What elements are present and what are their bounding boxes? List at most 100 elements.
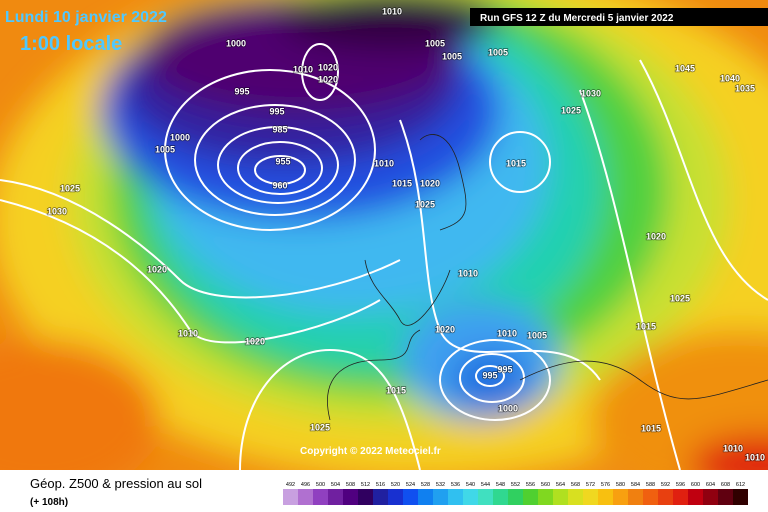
- isobar-label: 1010: [458, 268, 478, 278]
- isobar-label: 1030: [47, 206, 67, 216]
- legend-swatch: [358, 489, 373, 505]
- legend-label: 540: [466, 482, 475, 488]
- legend-label: 528: [421, 482, 430, 488]
- legend-label: 560: [541, 482, 550, 488]
- isobar-label: 1015: [392, 178, 412, 188]
- legend-swatch: [373, 489, 388, 505]
- legend-swatch: [583, 489, 598, 505]
- legend-label: 500: [316, 482, 325, 488]
- legend-swatch: [658, 489, 673, 505]
- date-label: Lundi 10 janvier 2022: [5, 9, 167, 26]
- legend-label: 536: [451, 482, 460, 488]
- legend-label: 612: [736, 482, 745, 488]
- isobar-label: 1015: [636, 321, 656, 331]
- lead-time: (+ 108h): [30, 497, 68, 508]
- legend-label: 608: [721, 482, 730, 488]
- isobar-label: 1010: [745, 452, 765, 462]
- legend-label: 512: [361, 482, 370, 488]
- legend-label: 496: [301, 482, 310, 488]
- isobar-label: 1025: [60, 183, 80, 193]
- legend-swatch: [418, 489, 433, 505]
- isobar-label: 1025: [561, 105, 581, 115]
- isobar-label: 1000: [226, 38, 246, 48]
- isobar-label: 1005: [527, 330, 547, 340]
- legend-label: 604: [706, 482, 715, 488]
- legend-label: 584: [631, 482, 640, 488]
- legend-swatch: [688, 489, 703, 505]
- legend-swatch: [703, 489, 718, 505]
- legend-swatch: [733, 489, 748, 505]
- copyright: Copyright © 2022 Meteociel.fr: [300, 446, 441, 457]
- legend-swatch: [283, 489, 298, 505]
- legend-label: 524: [406, 482, 415, 488]
- isobar-label: 1005: [425, 38, 445, 48]
- legend-swatch: [298, 489, 313, 505]
- isobar-label: 1010: [374, 158, 394, 168]
- isobar-label: 1005: [155, 144, 175, 154]
- isobar-label: 1025: [670, 293, 690, 303]
- legend-swatch: [403, 489, 418, 505]
- legend-label: 600: [691, 482, 700, 488]
- legend-swatch: [478, 489, 493, 505]
- isobar-label: 995: [269, 106, 284, 116]
- legend-label: 576: [601, 482, 610, 488]
- legend-label: 516: [376, 482, 385, 488]
- isobar-label: 1020: [318, 74, 338, 84]
- isobar-label: 1010: [382, 6, 402, 16]
- legend-label: 548: [496, 482, 505, 488]
- isobar-label: 995: [234, 86, 249, 96]
- time-label: 1:00 locale: [20, 33, 122, 55]
- isobar-label: 1015: [386, 385, 406, 395]
- legend-swatch: [598, 489, 613, 505]
- run-label: Run GFS 12 Z du Mercredi 5 janvier 2022: [480, 13, 674, 24]
- legend-label: 520: [391, 482, 400, 488]
- isobar-label: 995: [482, 370, 497, 380]
- isobar-label: 1030: [581, 88, 601, 98]
- legend-label: 544: [481, 482, 490, 488]
- isobar-label: 1010: [178, 328, 198, 338]
- isobar-label: 960: [272, 180, 287, 190]
- legend-swatch: [538, 489, 553, 505]
- legend-swatch: [433, 489, 448, 505]
- isobar-label: 955: [275, 156, 290, 166]
- legend-swatch: [388, 489, 403, 505]
- isobar-label: 995: [497, 364, 512, 374]
- legend-swatch: [448, 489, 463, 505]
- isobar-label: 1020: [646, 231, 666, 241]
- isobar-label: 1010: [723, 443, 743, 453]
- isobar-label: 1020: [318, 62, 338, 72]
- isobar-label: 1040: [720, 73, 740, 83]
- isobar-label: 1020: [420, 178, 440, 188]
- legend-swatch: [508, 489, 523, 505]
- footer-title: Géop. Z500 & pression au sol: [30, 476, 202, 491]
- legend-label: 580: [616, 482, 625, 488]
- legend-swatch: [328, 489, 343, 505]
- isobar-label: 1035: [735, 83, 755, 93]
- legend-label: 532: [436, 482, 445, 488]
- isobar-label: 1005: [488, 47, 508, 57]
- legend-swatch: [628, 489, 643, 505]
- isobar-label: 1000: [498, 403, 518, 413]
- legend-label: 492: [286, 482, 295, 488]
- legend-label: 564: [556, 482, 565, 488]
- isobar-label: 1020: [435, 324, 455, 334]
- legend-swatch: [343, 489, 358, 505]
- legend-swatch: [463, 489, 478, 505]
- legend-label: 508: [346, 482, 355, 488]
- isobar-label: 1020: [147, 264, 167, 274]
- isobar-label: 1010: [293, 64, 313, 74]
- legend-swatch: [553, 489, 568, 505]
- legend-swatch: [313, 489, 328, 505]
- legend-swatch: [718, 489, 733, 505]
- isobar-label: 1010: [497, 328, 517, 338]
- legend-swatch: [523, 489, 538, 505]
- legend-label: 552: [511, 482, 520, 488]
- run-box: [470, 8, 768, 26]
- legend-swatch: [673, 489, 688, 505]
- isobar-label: 1005: [442, 51, 462, 61]
- isobar-label: 1000: [170, 132, 190, 142]
- legend-label: 556: [526, 482, 535, 488]
- legend-label: 588: [646, 482, 655, 488]
